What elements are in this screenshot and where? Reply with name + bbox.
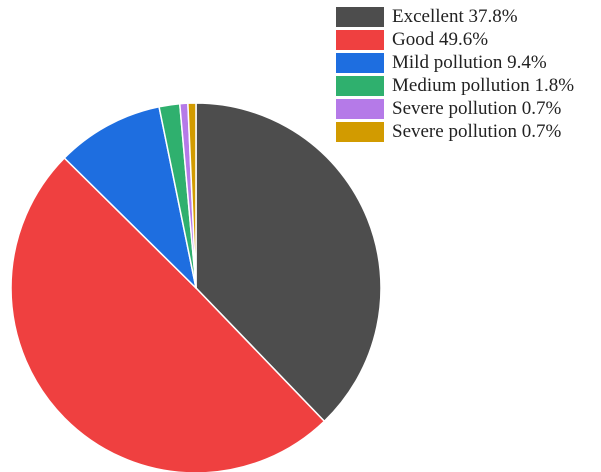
pie-slice-severe-pollution-5 bbox=[187, 102, 197, 289]
legend-swatch bbox=[336, 98, 384, 119]
legend-label: Mild pollution 9.4% bbox=[392, 51, 547, 73]
legend-label: Excellent 37.8% bbox=[392, 5, 518, 27]
pie-slice-excellent-0 bbox=[195, 102, 382, 423]
legend-item-medium-pollution: Medium pollution 1.8% bbox=[336, 74, 574, 97]
legend-item-severe-pollution-2: Severe pollution 0.7% bbox=[336, 120, 574, 143]
legend-item-good: Good 49.6% bbox=[336, 28, 574, 51]
legend-item-mild-pollution: Mild pollution 9.4% bbox=[336, 51, 574, 74]
legend-label: Severe pollution 0.7% bbox=[392, 120, 562, 142]
chart-legend: Excellent 37.8% Good 49.6% Mild pollutio… bbox=[336, 5, 574, 143]
legend-item-severe-pollution-1: Severe pollution 0.7% bbox=[336, 97, 574, 120]
legend-swatch bbox=[336, 29, 384, 50]
legend-swatch bbox=[336, 6, 384, 27]
legend-swatch bbox=[336, 121, 384, 142]
legend-item-excellent: Excellent 37.8% bbox=[336, 5, 574, 28]
legend-label: Medium pollution 1.8% bbox=[392, 74, 575, 96]
pie-slice-mild-pollution-2 bbox=[63, 105, 197, 289]
pie-slice-good-1 bbox=[10, 157, 326, 472]
legend-label: Severe pollution 0.7% bbox=[392, 97, 562, 119]
legend-swatch bbox=[336, 75, 384, 96]
legend-swatch bbox=[336, 52, 384, 73]
legend-label: Good 49.6% bbox=[392, 28, 489, 50]
